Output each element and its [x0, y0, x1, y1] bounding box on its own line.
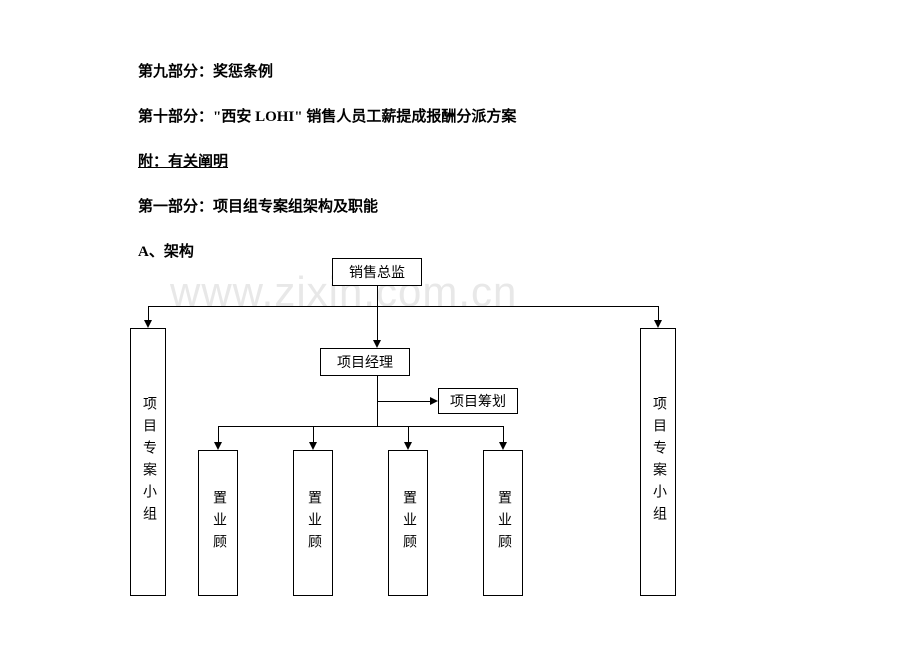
- node-label: 置业顾: [398, 482, 418, 564]
- arrow-icon: [373, 340, 381, 348]
- node-label: 置业顾: [493, 482, 513, 564]
- arrow-icon: [654, 320, 662, 328]
- node-label: 项目经理: [337, 352, 393, 372]
- attachment-title: 附：有关阐明: [138, 150, 820, 171]
- node-label: 置业顾: [208, 482, 228, 564]
- arrow-icon: [214, 442, 222, 450]
- node-project-group-left: 项目专案小组: [130, 328, 166, 596]
- connector: [377, 286, 378, 306]
- node-label: 项目专案小组: [138, 388, 158, 536]
- part9-title: 第九部分：奖惩条例: [138, 60, 820, 81]
- arrow-icon: [144, 320, 152, 328]
- connector: [377, 401, 378, 426]
- node-sales-director: 销售总监: [332, 258, 422, 286]
- node-label: 销售总监: [349, 262, 405, 282]
- arrow-icon: [404, 442, 412, 450]
- node-consultant-4: 置业顾: [483, 450, 523, 596]
- connector: [377, 306, 378, 342]
- node-consultant-3: 置业顾: [388, 450, 428, 596]
- part1-title: 第一部分：项目组专案组架构及职能: [138, 195, 820, 216]
- node-label: 项目筹划: [450, 391, 506, 411]
- node-consultant-1: 置业顾: [198, 450, 238, 596]
- org-chart: 销售总监 项目专案小组 项目专案小组 项目经理 项目筹划 置业顾: [130, 258, 790, 638]
- node-label: 置业顾: [303, 482, 323, 564]
- node-project-manager: 项目经理: [320, 348, 410, 376]
- connector: [148, 306, 658, 307]
- node-label: 项目专案小组: [648, 388, 668, 536]
- arrow-icon: [499, 442, 507, 450]
- node-project-group-right: 项目专案小组: [640, 328, 676, 596]
- node-consultant-2: 置业顾: [293, 450, 333, 596]
- connector: [377, 401, 431, 402]
- connector: [377, 376, 378, 401]
- part10-title: 第十部分："西安 LOHI" 销售人员工薪提成报酬分派方案: [138, 105, 820, 126]
- node-project-planning: 项目筹划: [438, 388, 518, 414]
- arrow-icon: [309, 442, 317, 450]
- arrow-icon: [430, 397, 438, 405]
- connector: [218, 426, 503, 427]
